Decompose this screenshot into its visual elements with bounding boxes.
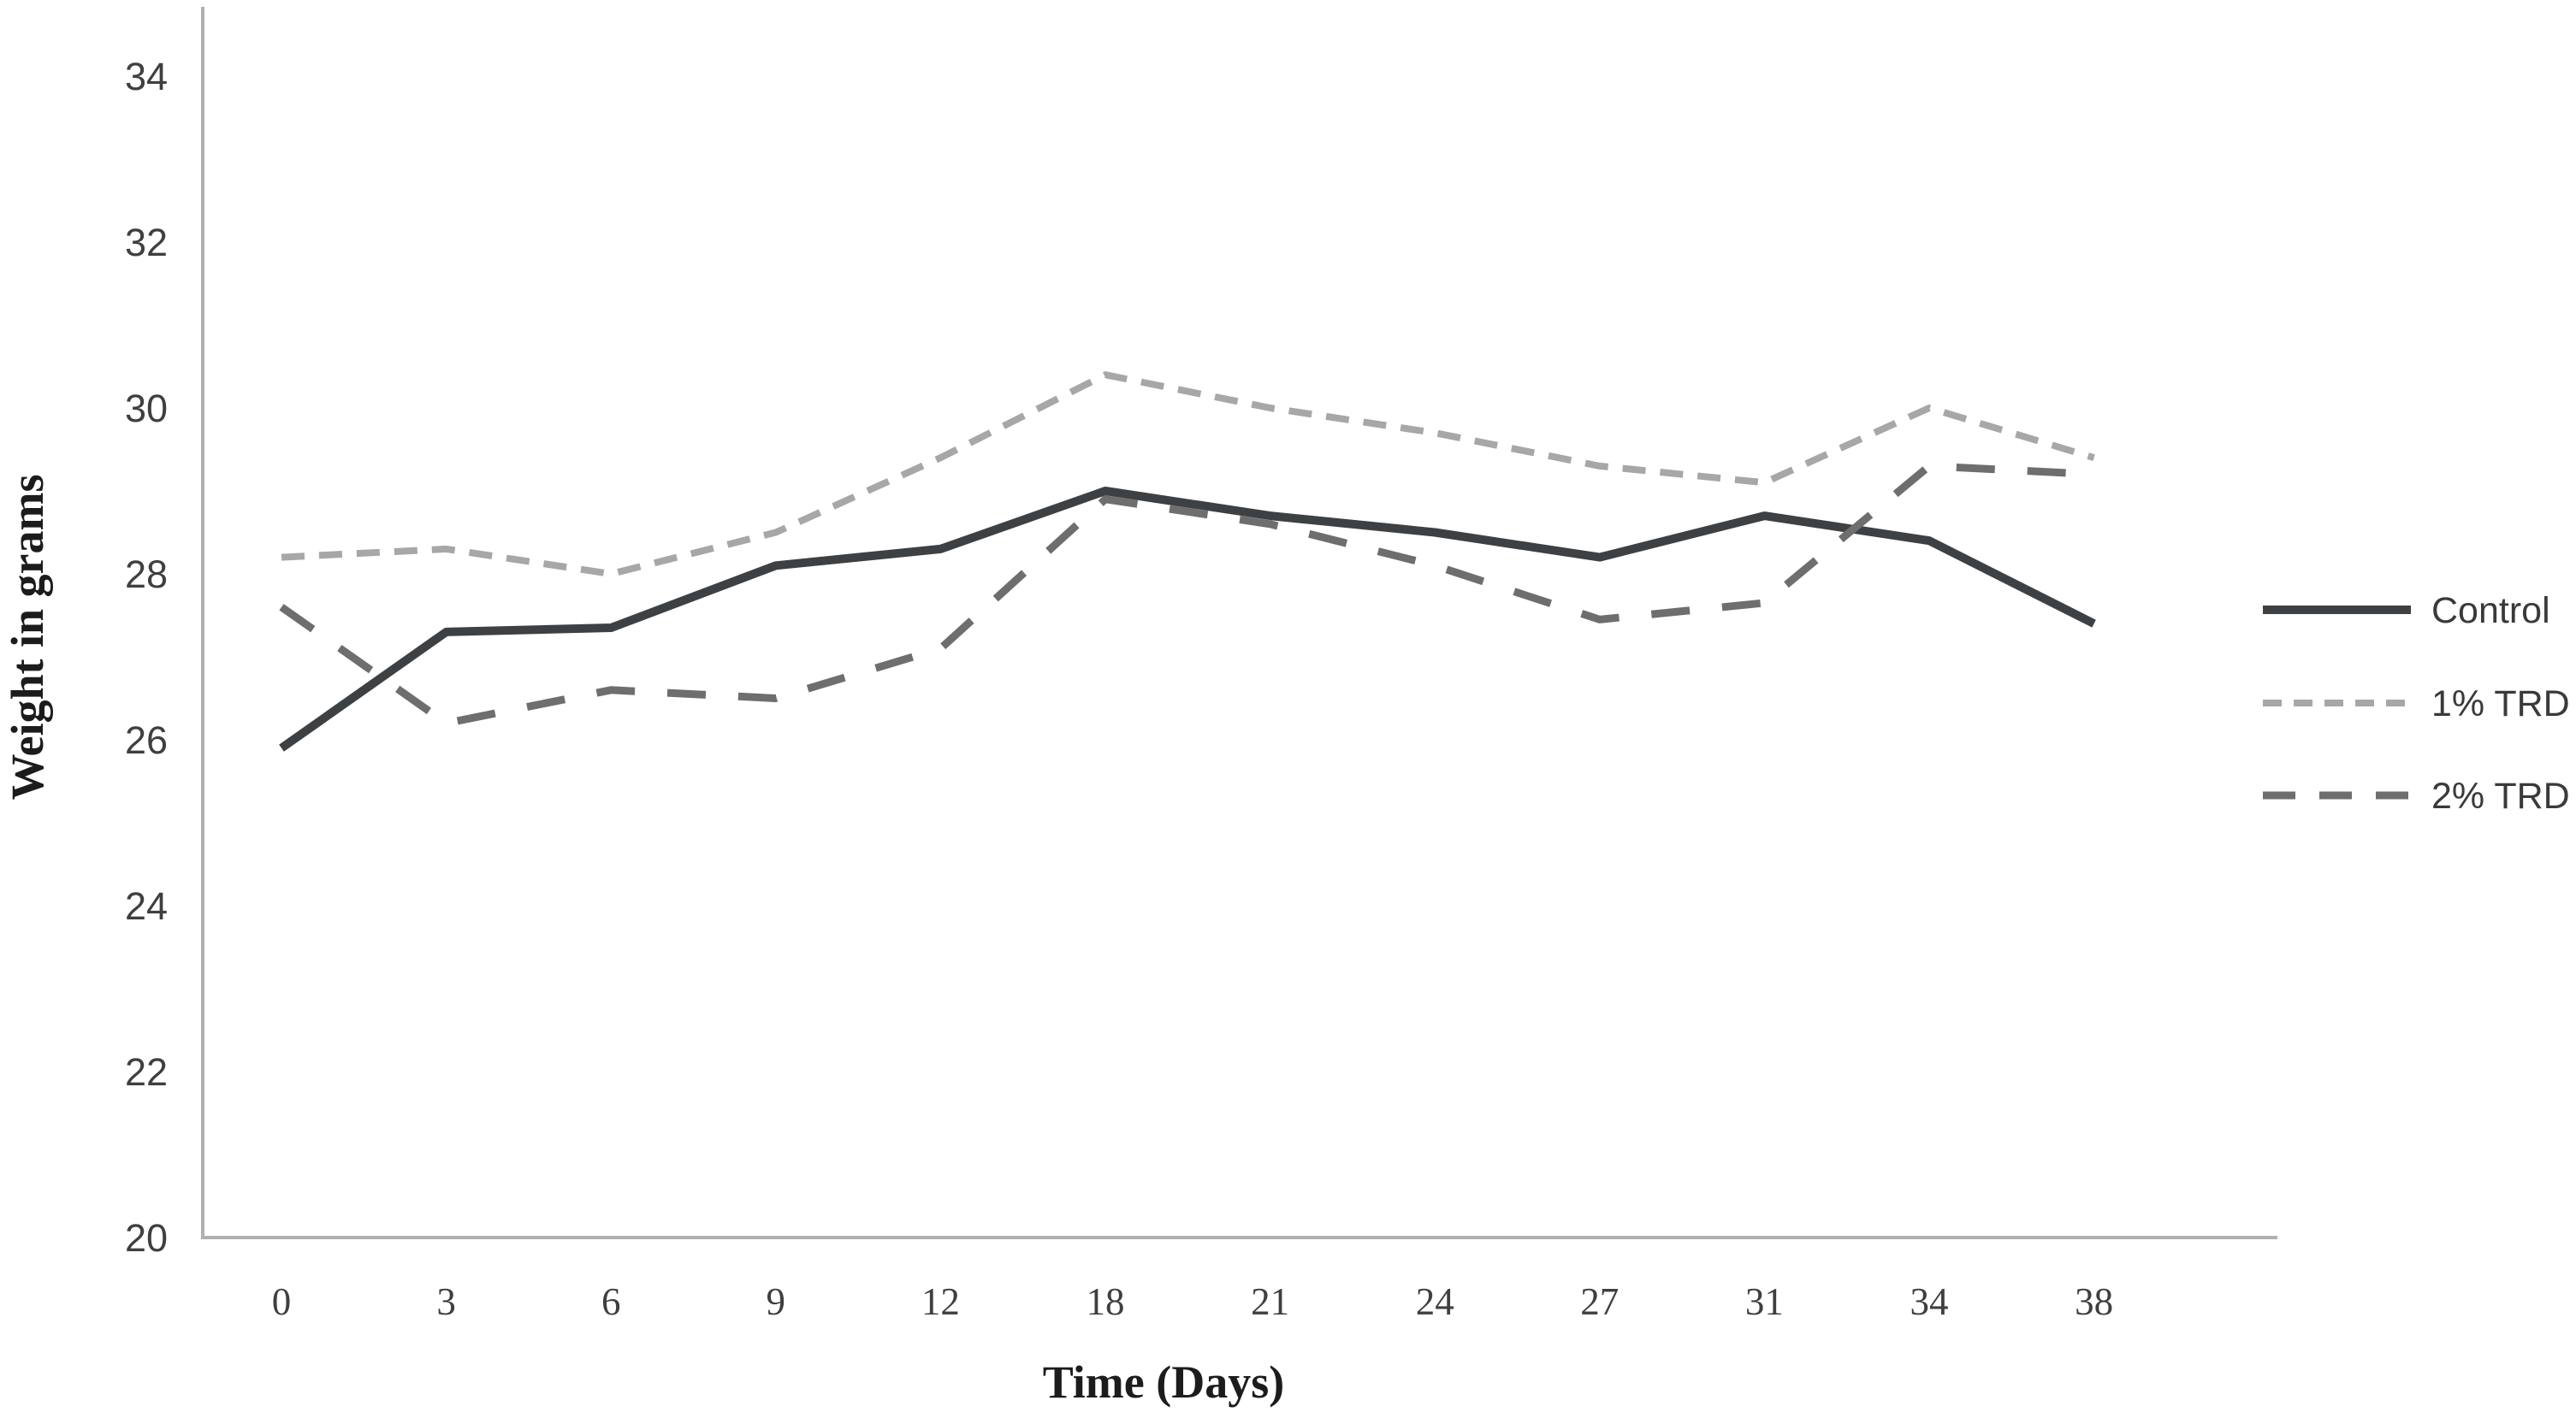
x-axis-tick-labels: 0 3 6 9 12 18 21 24 27 31 34 38 [272,1280,2113,1323]
legend-item: 2% TRD [2263,776,2570,817]
y-tick-label: 28 [125,552,168,596]
x-tick-label: 12 [921,1280,960,1323]
series-line-1-trd [281,371,2095,577]
y-tick-label: 34 [125,55,168,98]
y-tick-label: 30 [125,387,168,430]
legend-label: Control [2431,590,2550,631]
x-tick-label: 0 [272,1280,292,1323]
x-tick-label: 24 [1416,1280,1454,1323]
x-tick-label: 18 [1087,1280,1125,1323]
series-line-2-trd [279,462,2094,728]
x-tick-label: 38 [2075,1280,2113,1323]
x-tick-label: 34 [1910,1280,1949,1323]
y-tick-label: 26 [125,718,168,762]
x-tick-label: 9 [767,1280,786,1323]
x-tick-label: 3 [436,1280,456,1323]
y-axis-title: Weight in grams [2,474,53,800]
x-tick-label: 6 [601,1280,621,1323]
x-axis-title: Time (Days) [1043,1356,1284,1408]
series-lines [279,371,2096,752]
legend-label: 1% TRD [2431,683,2570,724]
y-tick-label: 24 [125,884,168,928]
x-tick-label: 21 [1251,1280,1289,1323]
legend: Control 1% TRD 2% TRD [2263,590,2570,817]
y-tick-label: 32 [125,221,168,264]
legend-label: 2% TRD [2431,776,2570,817]
y-tick-label: 20 [125,1216,168,1260]
legend-item: Control [2263,590,2550,631]
x-tick-label: 27 [1580,1280,1619,1323]
y-tick-label: 22 [125,1050,168,1094]
series-line-control [279,487,2096,752]
y-axis-tick-labels: 20 22 24 26 28 30 32 34 [125,55,168,1260]
legend-item: 1% TRD [2263,683,2570,724]
x-tick-label: 31 [1745,1280,1784,1323]
